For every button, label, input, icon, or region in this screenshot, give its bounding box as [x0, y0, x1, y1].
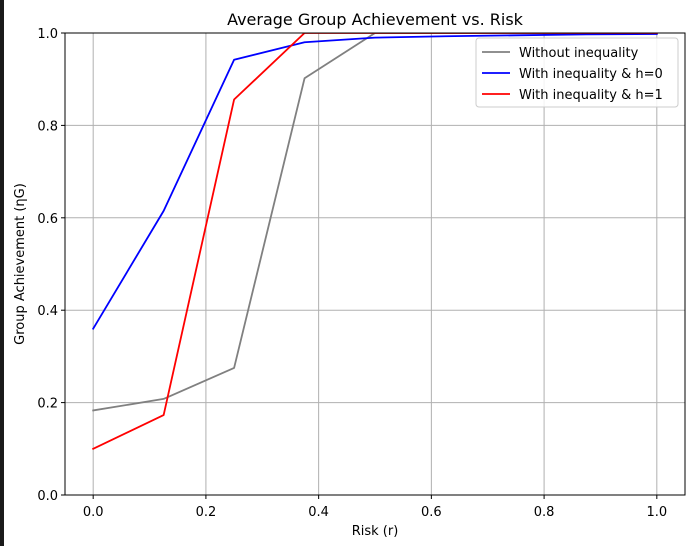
- window-edge: [0, 0, 4, 546]
- x-tick-label: 1.0: [646, 505, 667, 520]
- y-tick-label: 1.0: [37, 27, 58, 42]
- series-line-3: [91, 33, 658, 451]
- y-tick-label: 0.6: [37, 212, 58, 227]
- legend-items: Without inequality With inequality & h=0 W…: [482, 46, 663, 103]
- series-lines: [91, 33, 658, 451]
- y-tick-label: 0.2: [37, 397, 58, 412]
- chart-title: Average Group Achievement vs. Risk: [227, 10, 524, 29]
- legend-label: With inequality & h=1: [519, 88, 663, 103]
- legend-box: [475, 37, 679, 108]
- legend-label: With inequality & h=0: [519, 67, 663, 82]
- x-tick-label: 0.8: [534, 505, 555, 520]
- legend-label: Without inequality: [519, 46, 639, 61]
- legend: Without inequality With inequality & h=0 W…: [475, 37, 679, 108]
- x-axis-label: Risk (r): [352, 524, 399, 539]
- series-line-2: [91, 33, 658, 330]
- y-axis-label: Group Achievement (ηG): [13, 183, 28, 345]
- plot-frame: [64, 32, 686, 496]
- series-line-1: [92, 33, 658, 412]
- x-tick-label: 0.4: [308, 505, 329, 520]
- x-tick-label: 0.6: [421, 505, 442, 520]
- grid: [65, 32, 685, 496]
- y-tick-label: 0.4: [37, 304, 58, 319]
- x-tick-label: 0.2: [196, 505, 217, 520]
- x-axis-ticks: 0.0 0.2 0.4 0.6 0.8 1.0: [83, 495, 667, 520]
- y-axis-ticks: 0.0 0.2 0.4 0.6 0.8 1.0: [37, 27, 65, 504]
- y-tick-label: 0.8: [37, 119, 58, 134]
- x-tick-label: 0.0: [83, 505, 104, 520]
- y-tick-label: 0.0: [37, 489, 58, 504]
